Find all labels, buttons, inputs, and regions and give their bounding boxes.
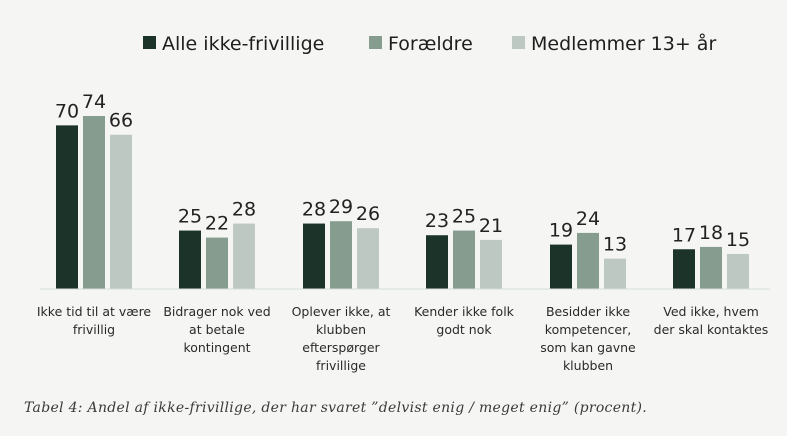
value-label-alle-ikke-frivillige-3: 28 — [302, 199, 326, 221]
bar-foraeldre-4 — [453, 230, 475, 289]
bar-foraeldre-1 — [83, 116, 105, 290]
value-label-foraeldre-5: 24 — [576, 208, 600, 230]
category-label-3: Oplever ikke, at klubben efterspørger frivi… — [292, 304, 391, 373]
chart-legend: Alle ikke-frivillige Forældre Medlemmer 13… — [143, 32, 716, 55]
value-label-alle-ikke-frivillige-5: 19 — [549, 220, 573, 242]
value-label-alle-ikke-frivillige-2: 25 — [178, 206, 202, 228]
legend-swatch-foraeldre — [369, 36, 382, 49]
bar-foraeldre-2 — [206, 237, 228, 289]
figure-caption: Tabel 4: Andel af ikke-frivillige, der h… — [24, 400, 648, 416]
value-label-medlemmer-13-ar-1: 66 — [109, 110, 133, 132]
bar-alle-ikke-frivillige-2 — [179, 230, 201, 289]
bar-alle-ikke-frivillige-6 — [673, 249, 695, 289]
chart-bars — [56, 116, 749, 290]
bar-medlemmer-13-ar-1 — [110, 134, 132, 289]
value-label-foraeldre-6: 18 — [699, 222, 723, 244]
category-label-1: Ikke tid til at være frivillig — [37, 304, 152, 337]
value-label-alle-ikke-frivillige-6: 17 — [672, 224, 696, 246]
bar-chart: Alle ikke-frivillige Forældre Medlemmer 13… — [37, 32, 770, 373]
bar-medlemmer-13-ar-5 — [604, 258, 626, 289]
category-label-5: Besidder ikke kompetencer, som kan gavne kl… — [540, 304, 636, 373]
bar-alle-ikke-frivillige-3 — [303, 223, 325, 289]
value-label-foraeldre-2: 22 — [205, 213, 229, 235]
value-label-medlemmer-13-ar-3: 26 — [356, 203, 380, 225]
bar-foraeldre-6 — [700, 246, 722, 289]
value-label-foraeldre-3: 29 — [329, 196, 353, 218]
legend-label-medlemmer-13-ar: Medlemmer 13+ år — [531, 32, 716, 55]
bar-medlemmer-13-ar-4 — [480, 239, 502, 289]
bar-alle-ikke-frivillige-5 — [550, 244, 572, 289]
bar-medlemmer-13-ar-6 — [727, 253, 749, 289]
legend-label-foraeldre: Forældre — [388, 33, 473, 55]
bar-foraeldre-3 — [330, 221, 352, 289]
bar-alle-ikke-frivillige-1 — [56, 125, 78, 289]
value-label-medlemmer-13-ar-6: 15 — [726, 229, 750, 251]
bar-medlemmer-13-ar-3 — [357, 228, 379, 289]
legend-label-alle-ikke-frivillige: Alle ikke-frivillige — [162, 33, 324, 55]
legend-swatch-alle-ikke-frivillige — [143, 36, 156, 49]
legend-swatch-medlemmer-13-ar — [512, 36, 525, 49]
bar-alle-ikke-frivillige-4 — [426, 235, 448, 289]
value-label-alle-ikke-frivillige-4: 23 — [425, 210, 449, 232]
value-label-medlemmer-13-ar-4: 21 — [479, 215, 503, 237]
value-label-foraeldre-1: 74 — [82, 91, 106, 113]
value-label-medlemmer-13-ar-2: 28 — [232, 199, 256, 221]
value-label-medlemmer-13-ar-5: 13 — [603, 234, 627, 256]
bar-medlemmer-13-ar-2 — [233, 223, 255, 289]
category-label-2: Bidrager nok ved at betale kontingent — [163, 304, 270, 355]
chart-category-labels: Ikke tid til at være frivillig Bidrager no… — [37, 304, 768, 373]
category-label-6: Ved ikke, hvem der skal kontaktes — [654, 304, 769, 337]
value-label-alle-ikke-frivillige-1: 70 — [55, 100, 79, 122]
category-label-4: Kender ikke folk godt nok — [414, 304, 515, 337]
value-label-foraeldre-4: 25 — [452, 206, 476, 228]
bar-foraeldre-5 — [577, 232, 599, 289]
